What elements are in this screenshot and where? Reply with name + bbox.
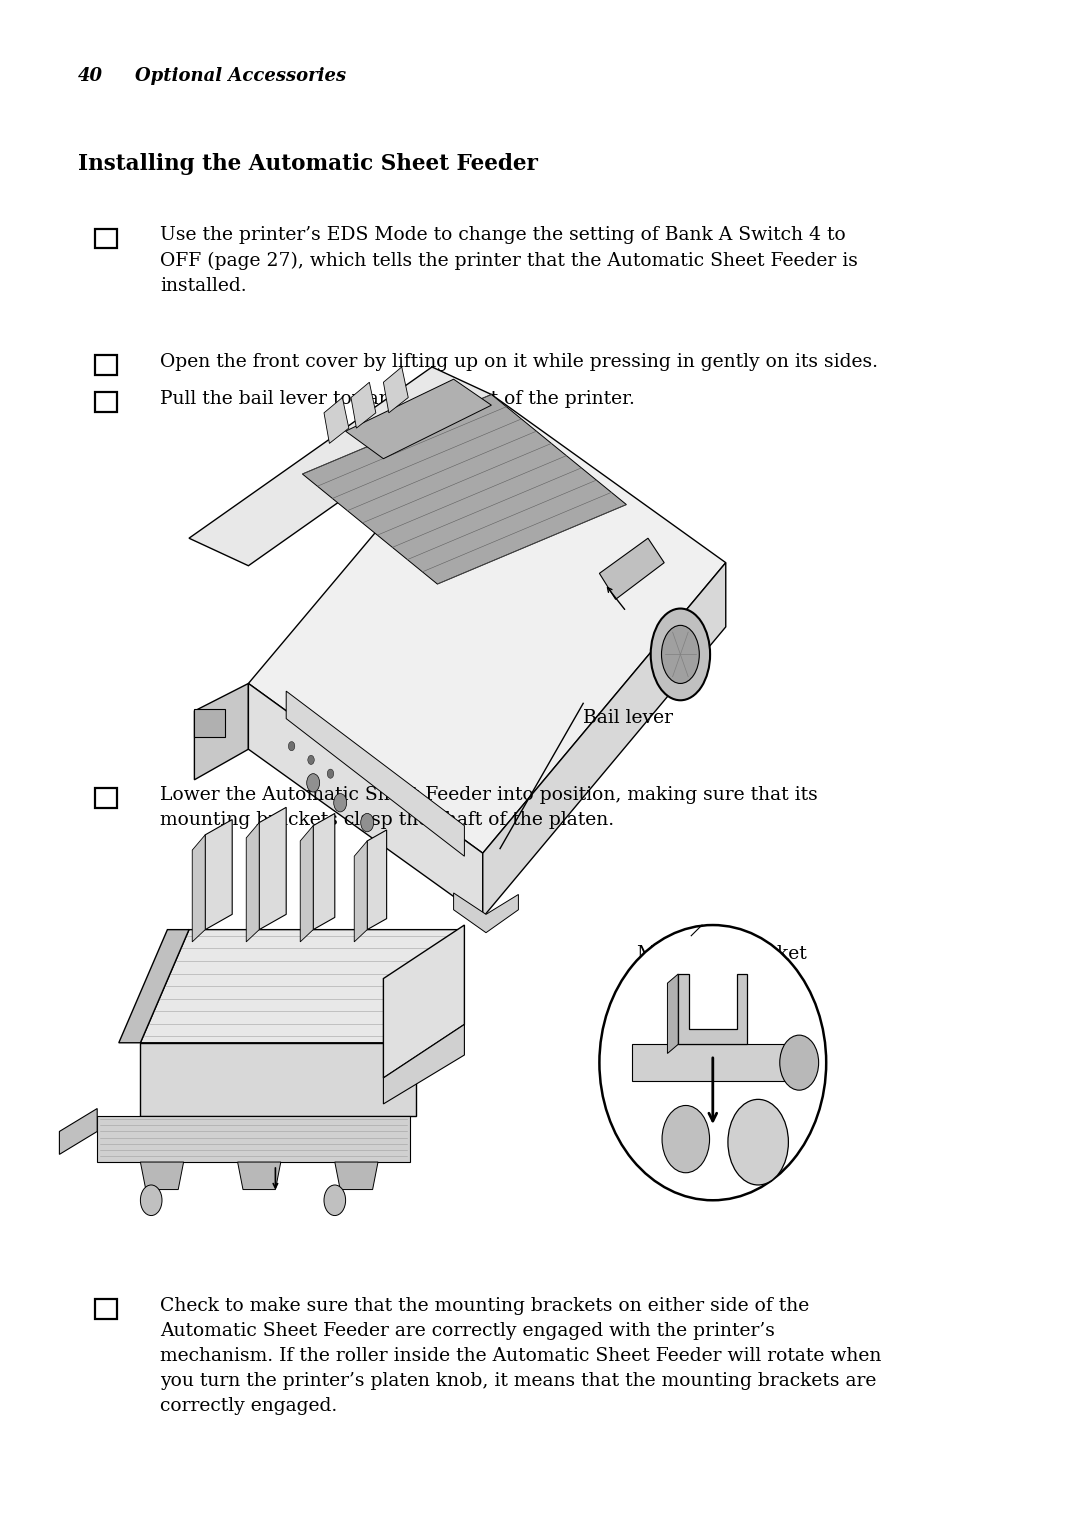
Text: 40: 40 (78, 67, 103, 86)
Text: Mounting bracket: Mounting bracket (637, 945, 807, 963)
Polygon shape (313, 813, 335, 930)
Polygon shape (194, 683, 248, 780)
Circle shape (728, 1099, 788, 1185)
Circle shape (361, 813, 374, 832)
FancyBboxPatch shape (95, 228, 117, 248)
Polygon shape (286, 691, 464, 856)
Polygon shape (259, 807, 286, 930)
Polygon shape (238, 1162, 281, 1190)
Polygon shape (383, 1024, 464, 1104)
Circle shape (327, 769, 334, 778)
FancyBboxPatch shape (95, 391, 117, 411)
Circle shape (140, 1185, 162, 1216)
Polygon shape (140, 1043, 416, 1116)
Polygon shape (383, 925, 464, 1078)
Circle shape (662, 1105, 710, 1173)
Polygon shape (678, 974, 747, 1044)
Polygon shape (335, 1162, 378, 1190)
Text: Check to make sure that the mounting brackets on either side of the
Automatic Sh: Check to make sure that the mounting bra… (160, 1297, 881, 1414)
Polygon shape (599, 538, 664, 599)
Circle shape (324, 1185, 346, 1216)
Circle shape (334, 794, 347, 812)
Text: Pull the bail lever towards the front of the printer.: Pull the bail lever towards the front of… (160, 390, 635, 408)
FancyBboxPatch shape (95, 789, 117, 807)
Polygon shape (189, 367, 491, 566)
Polygon shape (346, 379, 491, 459)
Ellipse shape (650, 609, 711, 700)
Polygon shape (383, 367, 408, 413)
Polygon shape (140, 1162, 184, 1190)
Polygon shape (302, 394, 626, 584)
Polygon shape (97, 1116, 410, 1162)
Polygon shape (354, 841, 367, 942)
Polygon shape (667, 974, 678, 1053)
Polygon shape (140, 930, 464, 1043)
Text: Lower the Automatic Sheet Feeder into position, making sure that its
mounting br: Lower the Automatic Sheet Feeder into po… (160, 786, 818, 829)
Text: Bail lever: Bail lever (583, 709, 673, 728)
Polygon shape (246, 823, 259, 942)
Text: Installing the Automatic Sheet Feeder: Installing the Automatic Sheet Feeder (78, 153, 538, 174)
Circle shape (288, 742, 295, 751)
Polygon shape (119, 930, 189, 1043)
Polygon shape (248, 683, 483, 917)
Polygon shape (351, 382, 376, 428)
Text: Open the front cover by lifting up on it while pressing in gently on its sides.: Open the front cover by lifting up on it… (160, 353, 878, 372)
Polygon shape (59, 1109, 97, 1154)
Ellipse shape (661, 625, 700, 683)
Polygon shape (192, 835, 205, 942)
Circle shape (307, 774, 320, 792)
Polygon shape (454, 893, 518, 933)
Polygon shape (324, 398, 349, 443)
Polygon shape (483, 563, 726, 917)
Polygon shape (632, 1044, 799, 1081)
Text: Optional Accessories: Optional Accessories (135, 67, 346, 86)
FancyBboxPatch shape (95, 1300, 117, 1318)
Polygon shape (205, 820, 232, 930)
Text: Use the printer’s EDS Mode to change the setting of Bank A Switch 4 to
OFF (page: Use the printer’s EDS Mode to change the… (160, 226, 858, 295)
Polygon shape (367, 830, 387, 930)
FancyBboxPatch shape (194, 709, 225, 737)
Circle shape (780, 1035, 819, 1090)
FancyBboxPatch shape (95, 355, 117, 375)
Polygon shape (300, 826, 313, 942)
Ellipse shape (599, 925, 826, 1200)
Polygon shape (248, 394, 726, 853)
Circle shape (308, 755, 314, 764)
